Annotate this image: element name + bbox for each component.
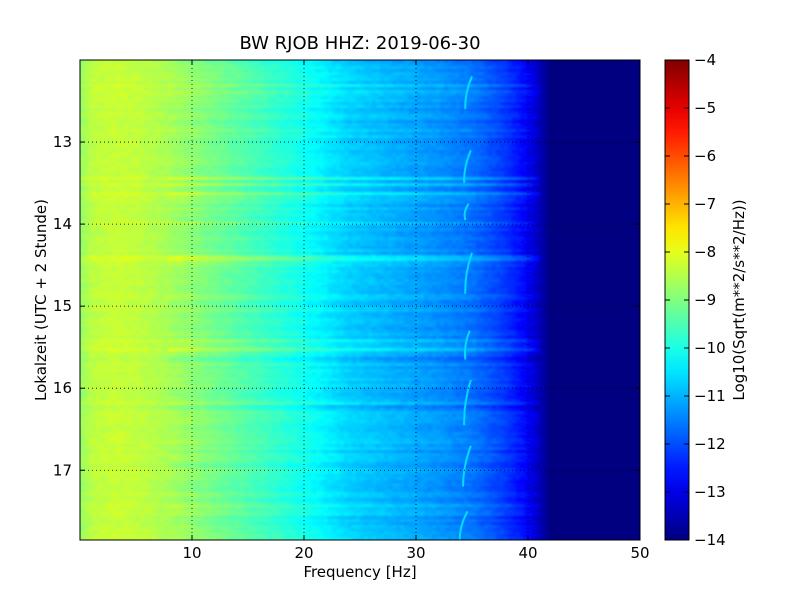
colorbar-tick-label: −8 — [694, 243, 716, 261]
y-tick-label: 15 — [53, 297, 72, 315]
y-tick-label: 17 — [53, 461, 72, 479]
x-tick-label: 20 — [294, 544, 313, 562]
colorbar-tick-label: −6 — [694, 147, 716, 165]
colorbar-tick-label: −11 — [694, 387, 726, 405]
plot-frame — [79, 59, 641, 541]
colorbar-tick-label: −14 — [694, 531, 726, 549]
spectral-line-segment — [463, 330, 471, 360]
colorbar-label: Log10(Sqrt(m**2/s**2/Hz)) — [730, 199, 748, 400]
x-tick-label: 50 — [630, 544, 649, 562]
y-tick-label: 14 — [53, 215, 72, 233]
spectral-line-segment — [463, 203, 470, 221]
x-axis-ticks: 10 20 30 40 50 — [182, 60, 650, 562]
colorbar-tick-label: −9 — [694, 291, 716, 309]
spectral-line-segment — [463, 149, 472, 184]
colorbar-tick-label: −5 — [694, 99, 716, 117]
x-tick-label: 30 — [406, 544, 425, 562]
spectral-line-segment — [462, 445, 472, 487]
spectral-line-overlay — [458, 76, 473, 541]
spectrogram-image — [80, 60, 640, 540]
y-tick-label: 16 — [53, 379, 72, 397]
colorbar-tick-label: −10 — [694, 339, 726, 357]
chart-title: BW RJOB HHZ: 2019-06-30 — [239, 33, 480, 54]
y-axis-label: Lokalzeit (UTC + 2 Stunde) — [32, 199, 50, 401]
y-axis-ticks: 13 14 15 16 17 — [53, 133, 640, 479]
colorbar-tick-label: −12 — [694, 435, 726, 453]
x-axis-label: Frequency [Hz] — [303, 563, 416, 581]
y-tick-label: 13 — [53, 133, 72, 151]
spectrogram-raster — [80, 60, 640, 540]
colorbar-ticks: −4 −5 −6 −7 −8 −9 −10 −11 −12 −13 −14 — [665, 51, 726, 549]
colorbar-tick-label: −4 — [694, 51, 716, 69]
colorbar-tick-label: −7 — [694, 195, 716, 213]
spectral-line-segment — [463, 379, 472, 426]
x-tick-label: 10 — [182, 544, 201, 562]
spectral-line-segment — [464, 76, 473, 110]
spectral-line-segment — [464, 252, 473, 294]
grid-lines — [80, 60, 640, 540]
colorbar-tick-label: −13 — [694, 483, 726, 501]
x-tick-label: 40 — [518, 544, 537, 562]
spectral-line-segment — [458, 510, 469, 541]
